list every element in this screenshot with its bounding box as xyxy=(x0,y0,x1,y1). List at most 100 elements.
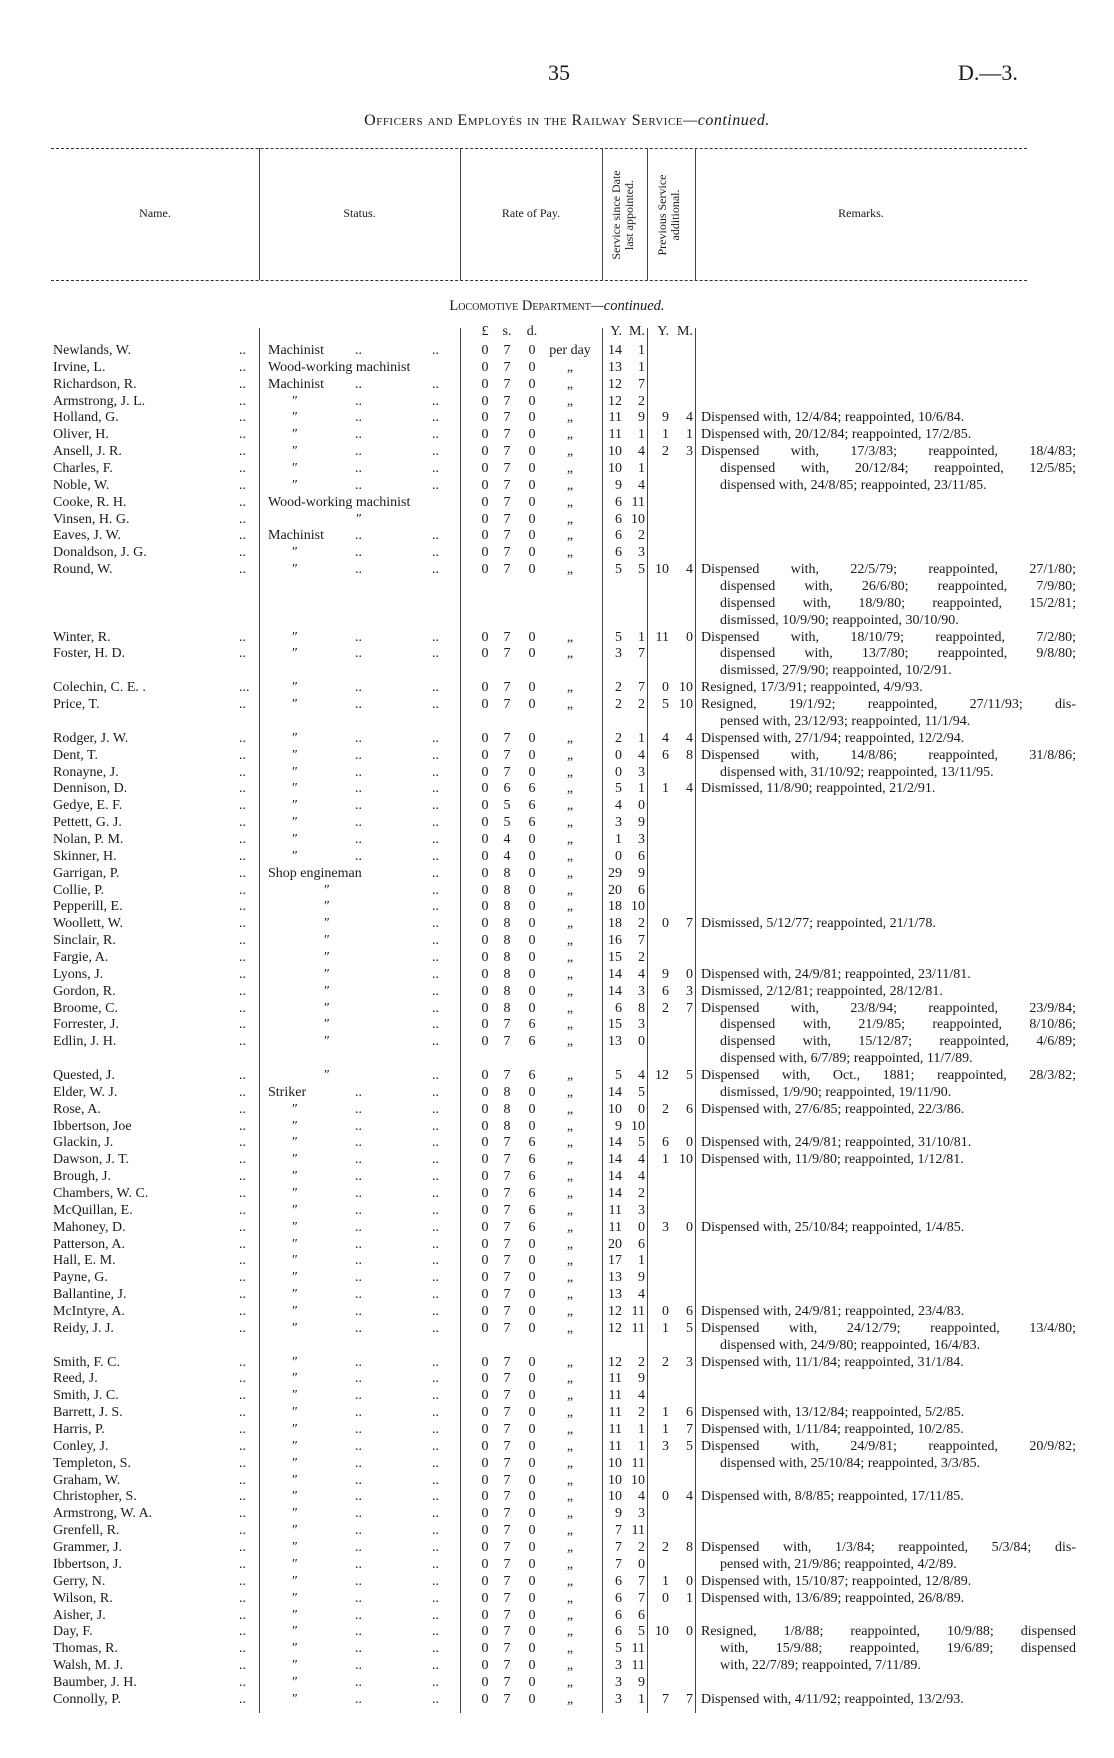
leader-dots: .. xyxy=(432,1422,439,1438)
pay-unit: „ xyxy=(566,1489,574,1505)
leader-dots: .. xyxy=(355,1253,362,1269)
pay-shillings: 7 xyxy=(503,1641,511,1657)
service-months: 7 xyxy=(638,933,645,949)
status-ditto-mark: ″ xyxy=(324,933,330,949)
status-ditto-mark: ″ xyxy=(292,781,298,797)
leader-dots: .. xyxy=(355,1354,362,1370)
table-row: Noble, W... ″.... 0 7 0 „ 9 4 dispensed with, 24… xyxy=(0,477,1114,494)
service-years: 5 xyxy=(615,781,622,797)
leader-dots: .. xyxy=(432,1152,439,1168)
remark-text: dismissed, 1/9/90; reappointed, 19/11/90… xyxy=(720,1084,952,1100)
service-months: 1 xyxy=(638,1253,645,1269)
remark-text: Resigned, 1/8/88; reappointed, 10/9/88; … xyxy=(701,1624,1076,1640)
leader-dots: .. xyxy=(239,545,246,561)
pay-pounds: 0 xyxy=(481,680,489,696)
employee-name: Cooke, R. H. xyxy=(53,494,127,510)
leader-dots: .. xyxy=(432,1270,439,1286)
leader-dots: .. xyxy=(239,1067,246,1083)
service-months: 7 xyxy=(638,646,645,662)
leader-dots: .. xyxy=(432,680,439,696)
pay-pence: 0 xyxy=(528,865,536,881)
previous-years: 9 xyxy=(662,410,669,426)
employee-name: Gedye, E. F. xyxy=(53,798,123,814)
previous-years: 9 xyxy=(662,966,669,982)
pay-pounds: 0 xyxy=(481,1556,489,1572)
leader-dots: .. xyxy=(239,1523,246,1539)
pay-shillings: 8 xyxy=(503,899,511,915)
status-ditto-mark: ″ xyxy=(292,1186,298,1201)
remark-text: Dispensed with, 24/12/79; reappointed, 1… xyxy=(701,1320,1076,1336)
leader-dots: .. xyxy=(355,1573,362,1589)
previous-years: 0 xyxy=(662,1304,669,1320)
service-years: 2 xyxy=(615,730,622,746)
pay-unit: „ xyxy=(566,1405,574,1421)
pay-unit: „ xyxy=(566,899,574,915)
pay-pence: 0 xyxy=(528,359,536,375)
table-row: Richardson, R... Machinist.... 0 7 0 „ 12 7 xyxy=(0,376,1114,393)
leader-dots: .. xyxy=(239,646,246,662)
service-months: 4 xyxy=(638,1489,645,1505)
pay-pounds: 0 xyxy=(481,444,489,460)
status-ditto-mark: ″ xyxy=(292,1405,298,1421)
service-months: 10 xyxy=(631,511,645,527)
employee-name: Rose, A. xyxy=(53,1101,101,1117)
status-ditto-mark: ″ xyxy=(324,882,330,898)
pay-unit: „ xyxy=(566,1270,574,1286)
leader-dots: .. xyxy=(239,697,246,713)
employee-name: Smith, F. C. xyxy=(53,1354,120,1370)
pay-pounds: 0 xyxy=(481,511,489,527)
previous-months: 0 xyxy=(686,1573,693,1589)
table-row: Garrigan, P... Shop engineman.. 0 8 0 „ 29 9 xyxy=(0,865,1114,882)
service-months: 10 xyxy=(631,1118,645,1134)
pay-unit: „ xyxy=(566,477,574,493)
leader-dots: .. xyxy=(239,1169,246,1185)
service-years: 11 xyxy=(608,1405,622,1421)
pay-unit: „ xyxy=(566,1304,574,1320)
pay-pounds: 0 xyxy=(481,461,489,477)
service-years: 10 xyxy=(608,444,622,460)
status-ditto-mark: ″ xyxy=(292,393,298,409)
pay-pounds: 0 xyxy=(481,983,489,999)
table-row: Round, W... ″.... 0 7 0 „ 5 5 10 4 Dispensed with,… xyxy=(0,561,1114,578)
status-ditto-mark: ″ xyxy=(292,764,298,780)
leader-dots: .. xyxy=(355,798,362,814)
pay-pence: 0 xyxy=(528,1472,536,1488)
pay-pence: 0 xyxy=(528,966,536,982)
title-main: Officers and Employés in the Railway Ser… xyxy=(364,112,684,129)
leader-dots: .. xyxy=(239,1371,246,1387)
leader-dots: .. xyxy=(355,629,362,645)
pay-unit: „ xyxy=(566,1202,574,1218)
pay-unit: „ xyxy=(566,1101,574,1117)
section-continued: —continued. xyxy=(590,298,665,314)
pay-pounds: 0 xyxy=(481,1405,489,1421)
service-years: 3 xyxy=(615,1658,622,1674)
service-years: 10 xyxy=(608,1472,622,1488)
previous-months: 4 xyxy=(686,410,693,426)
leader-dots: .. xyxy=(355,1658,362,1674)
pay-pence: 0 xyxy=(528,916,536,932)
table-row: Dent, T... ″.... 0 7 0 „ 0 4 6 8 Dispensed with, 1… xyxy=(0,747,1114,764)
leader-dots: .. xyxy=(355,747,362,763)
pay-shillings: 7 xyxy=(503,1236,511,1252)
leader-dots: .. xyxy=(432,393,439,409)
pay-unit: „ xyxy=(566,646,574,662)
leader-dots: .. xyxy=(355,1691,362,1707)
leader-dots: .. xyxy=(239,1304,246,1320)
leader-dots: .. xyxy=(355,646,362,662)
pay-shillings: 7 xyxy=(503,494,511,510)
table-row: Donaldson, J. G... ″.... 0 7 0 „ 6 3 xyxy=(0,544,1114,561)
service-months: 0 xyxy=(638,1101,645,1117)
pay-pounds: 0 xyxy=(481,1641,489,1657)
employee-status: Machinist xyxy=(268,343,324,358)
service-years: 6 xyxy=(615,1590,622,1606)
employee-name: Ibbertson, Joe xyxy=(53,1118,132,1134)
leader-dots: .. xyxy=(432,376,439,392)
pay-pounds: 0 xyxy=(481,1388,489,1404)
table-row: Vinsen, H. G... ″ 0 7 0 „ 6 10 xyxy=(0,511,1114,528)
pay-pounds: 0 xyxy=(481,899,489,915)
table-row: Price, T... ″.... 0 7 0 „ 2 2 5 10 Resigned, 19/1/… xyxy=(0,696,1114,713)
previous-months: 1 xyxy=(686,1590,693,1606)
status-ditto-mark: ″ xyxy=(292,1556,298,1572)
pay-pence: 0 xyxy=(528,1118,536,1134)
leader-dots: ... xyxy=(239,680,250,696)
